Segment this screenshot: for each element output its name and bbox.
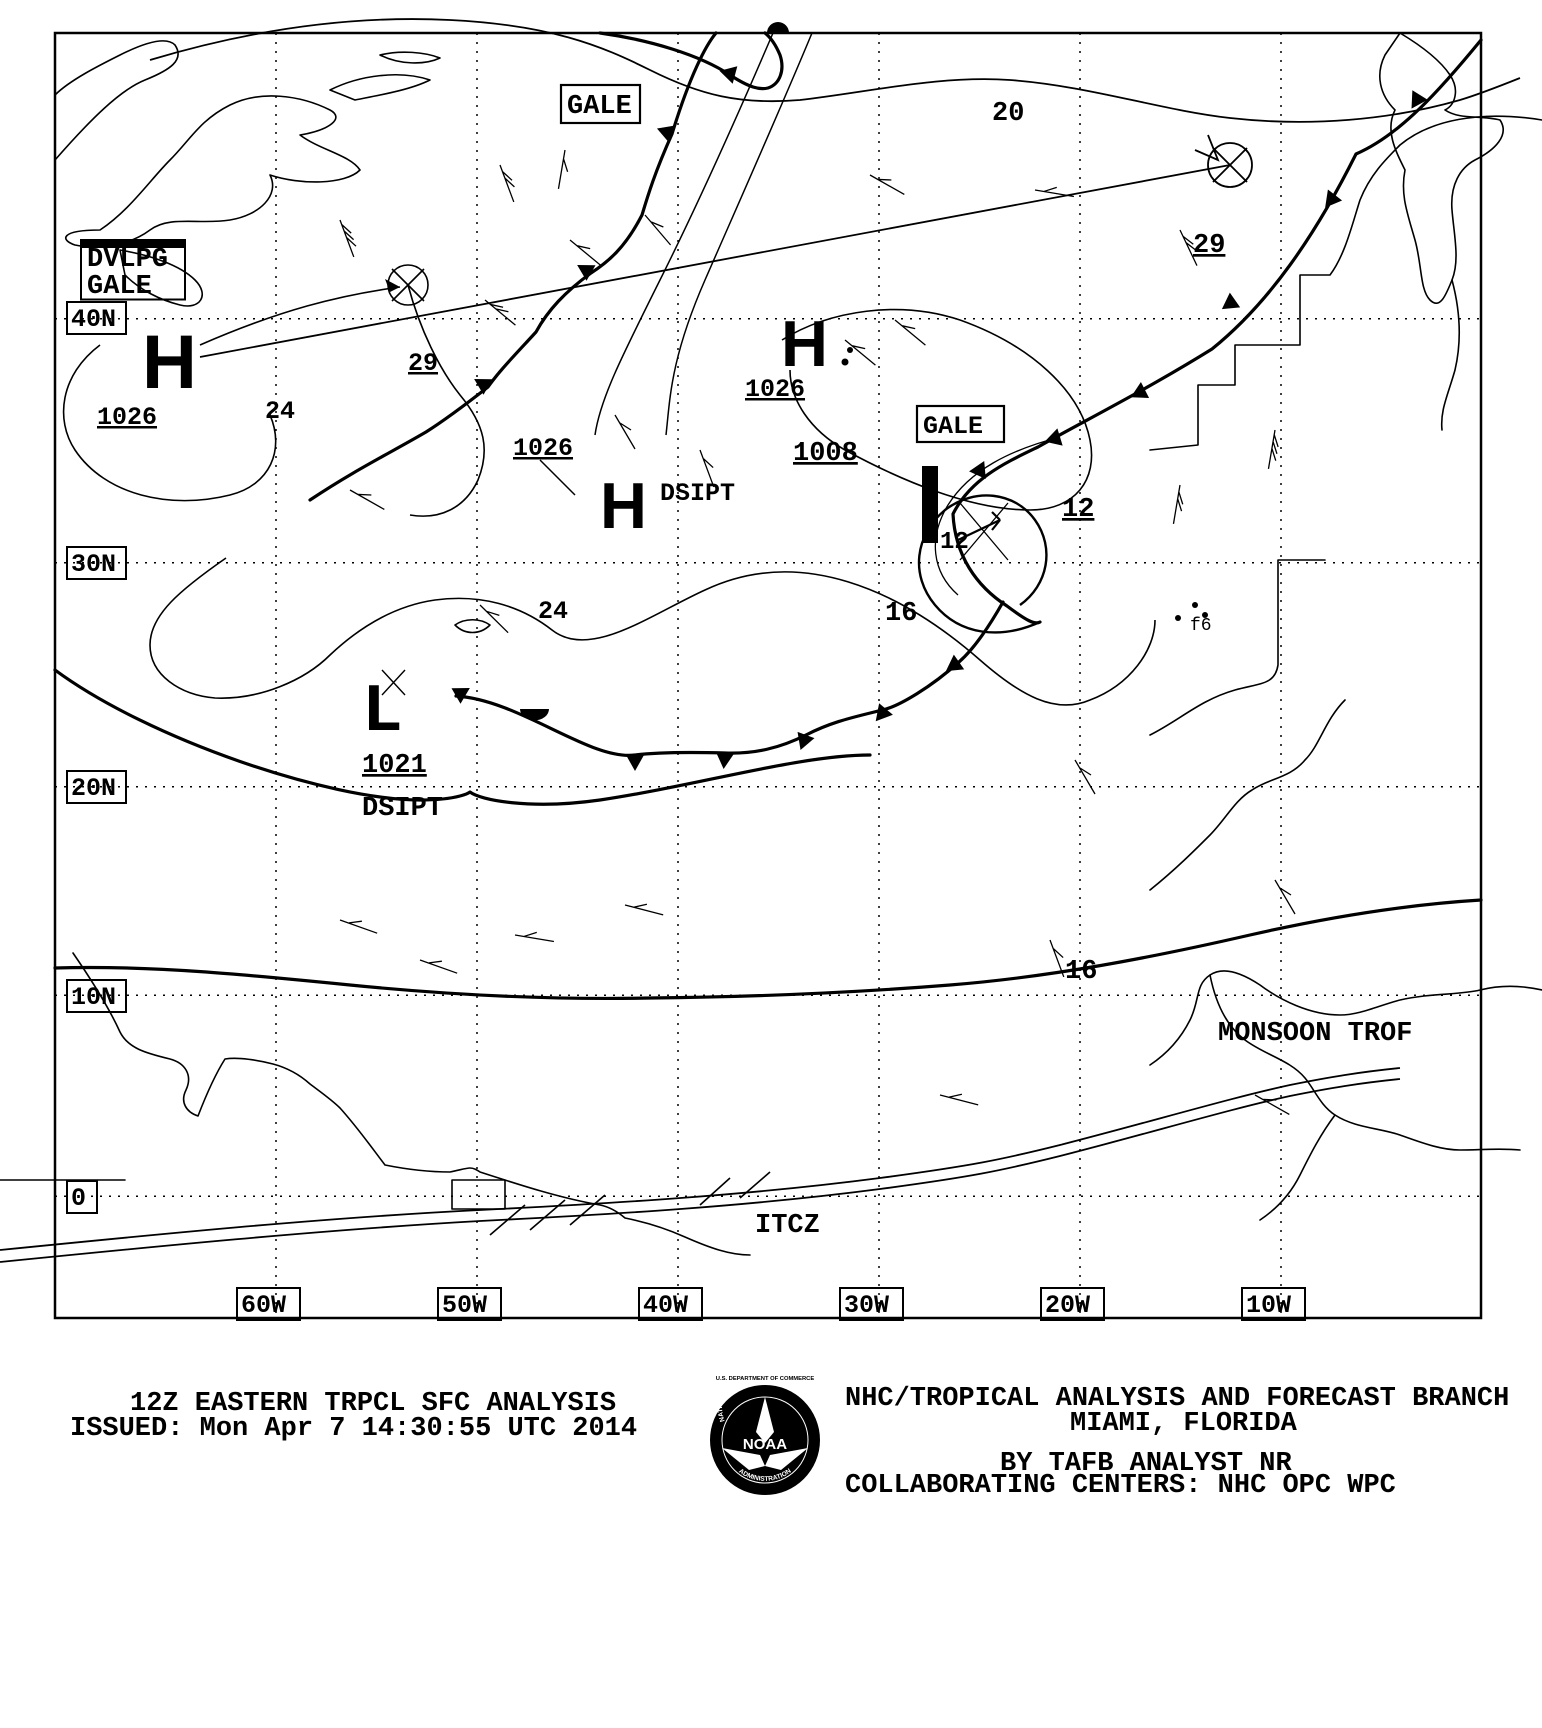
svg-text:60W: 60W xyxy=(241,1291,286,1320)
svg-text:30N: 30N xyxy=(71,550,116,579)
svg-text:40N: 40N xyxy=(71,305,116,334)
svg-text:30W: 30W xyxy=(844,1291,889,1320)
svg-text:1008: 1008 xyxy=(793,439,858,469)
svg-text:U.S. DEPARTMENT OF COMMERCE: U.S. DEPARTMENT OF COMMERCE xyxy=(716,1376,815,1382)
svg-text:H: H xyxy=(600,469,647,542)
svg-text:DSIPT: DSIPT xyxy=(660,479,735,508)
svg-text:ITCZ: ITCZ xyxy=(755,1211,820,1241)
svg-text:MONSOON TROF: MONSOON TROF xyxy=(1218,1019,1412,1049)
svg-text:50W: 50W xyxy=(442,1291,487,1320)
svg-text:29: 29 xyxy=(408,349,438,378)
svg-text:20: 20 xyxy=(992,99,1024,129)
svg-text:10N: 10N xyxy=(71,983,116,1012)
svg-text:GALE: GALE xyxy=(923,412,983,441)
svg-text:GALE: GALE xyxy=(567,92,632,122)
svg-text:20N: 20N xyxy=(71,774,116,803)
svg-text:1026: 1026 xyxy=(513,434,573,463)
svg-text:1026: 1026 xyxy=(745,375,805,404)
svg-text:f6: f6 xyxy=(1190,616,1212,636)
svg-text:NOAA: NOAA xyxy=(743,1436,787,1453)
svg-text:0: 0 xyxy=(71,1184,86,1213)
svg-text:MIAMI, FLORIDA: MIAMI, FLORIDA xyxy=(1070,1409,1298,1439)
svg-text:H: H xyxy=(781,307,828,380)
svg-text:12: 12 xyxy=(1062,495,1094,525)
svg-text:24: 24 xyxy=(538,597,568,626)
svg-text:COLLABORATING CENTERS: NHC OPC: COLLABORATING CENTERS: NHC OPC WPC xyxy=(845,1471,1396,1501)
svg-text:16: 16 xyxy=(1065,957,1097,987)
svg-text:ISSUED: Mon Apr 7 14:30:55 UTC: ISSUED: Mon Apr 7 14:30:55 UTC 2014 xyxy=(70,1414,637,1444)
svg-text:H: H xyxy=(142,320,197,405)
svg-text:10W: 10W xyxy=(1246,1291,1291,1320)
svg-text:1026: 1026 xyxy=(97,403,157,432)
svg-text:29: 29 xyxy=(1193,231,1225,261)
svg-text:40W: 40W xyxy=(643,1291,688,1320)
svg-text:12: 12 xyxy=(940,529,969,556)
svg-text:GALE: GALE xyxy=(87,272,152,302)
svg-text:1021: 1021 xyxy=(362,751,427,781)
svg-text:DSIPT: DSIPT xyxy=(362,794,443,824)
svg-text:DVLPG: DVLPG xyxy=(87,245,168,275)
svg-text:20W: 20W xyxy=(1045,1291,1090,1320)
svg-text:24: 24 xyxy=(265,397,295,426)
svg-text:16: 16 xyxy=(885,599,917,629)
